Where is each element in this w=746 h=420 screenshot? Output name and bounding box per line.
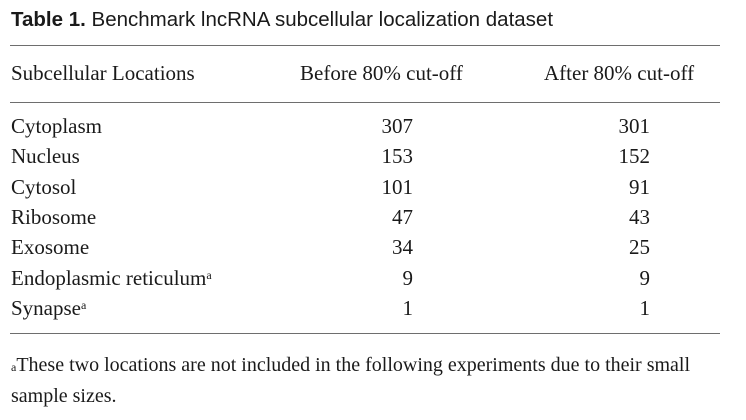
location-name: Cytosol — [11, 175, 77, 199]
footnote-mark: a — [11, 360, 17, 374]
caption-label: Table 1. — [11, 8, 86, 31]
table-cell-after-cutoff: 301 — [618, 114, 651, 138]
table-row-location: Nucleus — [11, 144, 80, 168]
table-bottom-rule — [10, 333, 720, 334]
table-row-location: Cytoplasm — [11, 114, 102, 138]
location-name: Synapse — [11, 296, 81, 320]
table-cell-after-cutoff: 43 — [629, 205, 650, 229]
table-top-rule — [10, 45, 720, 46]
table-cell-before-cutoff: 1 — [402, 296, 414, 320]
table-cell-after-cutoff: 25 — [629, 235, 650, 259]
header-before-cutoff: Before 80% cut-off — [300, 61, 463, 85]
table-row-location: Synapsea — [11, 296, 86, 320]
location-name: Cytoplasm — [11, 114, 103, 138]
table-cell-after-cutoff: 9 — [639, 266, 651, 290]
table-cell-before-cutoff: 153 — [381, 144, 414, 168]
table-row-location: Endoplasmic reticuluma — [11, 266, 212, 290]
table-cell-before-cutoff: 307 — [381, 114, 414, 138]
location-name: Exosome — [11, 235, 90, 259]
table-row-location: Cytosol — [11, 175, 76, 199]
table-cell-before-cutoff: 47 — [392, 205, 413, 229]
header-location: Subcellular Locations — [11, 61, 195, 85]
table-footnote: aThese two locations are not included in… — [11, 350, 726, 412]
table-cell-after-cutoff: 152 — [618, 144, 651, 168]
table-cell-after-cutoff: 1 — [639, 296, 651, 320]
table-cell-before-cutoff: 101 — [381, 175, 414, 199]
table-cell-after-cutoff: 91 — [629, 175, 650, 199]
location-name: Ribosome — [11, 205, 97, 229]
location-name: Nucleus — [11, 144, 80, 168]
table-header-rule — [10, 102, 720, 103]
footnote-reference: a — [206, 268, 212, 282]
footnote-text: These two locations are not included in … — [11, 354, 691, 407]
table-cell-before-cutoff: 9 — [402, 266, 414, 290]
table-cell-before-cutoff: 34 — [392, 235, 413, 259]
caption-text: Benchmark lncRNA subcellular localizatio… — [91, 8, 554, 31]
footnote-reference: a — [81, 298, 87, 312]
table-caption: Table 1. Benchmark lncRNA subcellular lo… — [11, 8, 553, 32]
table-row-location: Ribosome — [11, 205, 96, 229]
header-after-cutoff: After 80% cut-off — [544, 61, 695, 85]
location-name: Endoplasmic reticulum — [11, 266, 207, 290]
table-row-location: Exosome — [11, 235, 89, 259]
